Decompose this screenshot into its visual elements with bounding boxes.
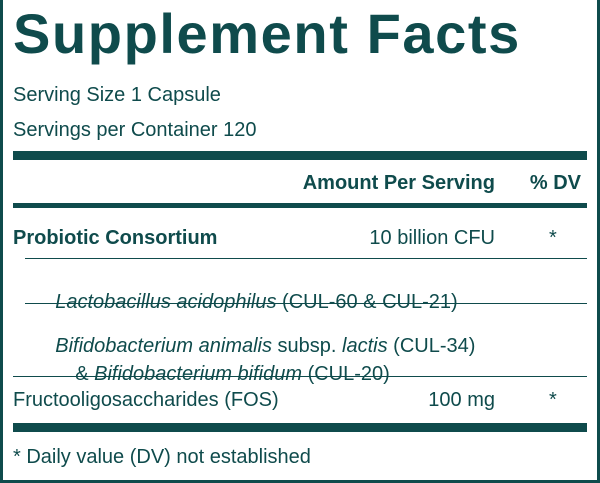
row-part: Bifidobacterium animalis: [55, 335, 272, 357]
thick-rule: [13, 423, 587, 432]
thin-rule: [13, 376, 587, 377]
servings-per-container: Servings per Container 120: [13, 119, 257, 141]
row-part: (CUL-60 & CUL-21): [276, 291, 458, 313]
row-amount: 10 billion CFU: [369, 227, 495, 249]
row-dv: *: [549, 227, 557, 249]
row-name: Probiotic Consortium: [13, 227, 218, 249]
row-part: (CUL-20): [302, 363, 390, 385]
row-name: Fructooligosaccharides (FOS): [13, 389, 279, 411]
thin-rule: [25, 303, 587, 304]
row-text: Bifidobacterium animalis subsp. lactis (…: [33, 316, 475, 376]
row-text: Lactobacillus acidophilus (CUL-60 & CUL-…: [33, 272, 458, 332]
row-part: lactis: [342, 335, 388, 357]
row-part: &: [75, 363, 95, 385]
title: Supplement Facts: [13, 2, 521, 65]
header-amount: Amount Per Serving: [302, 172, 495, 194]
serving-size: Serving Size 1 Capsule: [13, 84, 221, 106]
row-part: subsp.: [272, 335, 343, 357]
thin-rule: [25, 258, 587, 259]
row-amount: 100 mg: [428, 389, 495, 411]
row-part: (CUL-34): [387, 335, 476, 357]
row-part: Lactobacillus acidophilus: [55, 291, 277, 313]
row-dv: *: [549, 389, 557, 411]
medium-rule: [13, 203, 587, 208]
footnote: * Daily value (DV) not established: [13, 446, 311, 468]
thick-rule: [13, 151, 587, 160]
header-dv: % DV: [529, 172, 581, 194]
row-text: & Bifidobacterium bifidum (CUL-20): [53, 344, 390, 404]
row-part: Bifidobacterium bifidum: [94, 363, 303, 385]
